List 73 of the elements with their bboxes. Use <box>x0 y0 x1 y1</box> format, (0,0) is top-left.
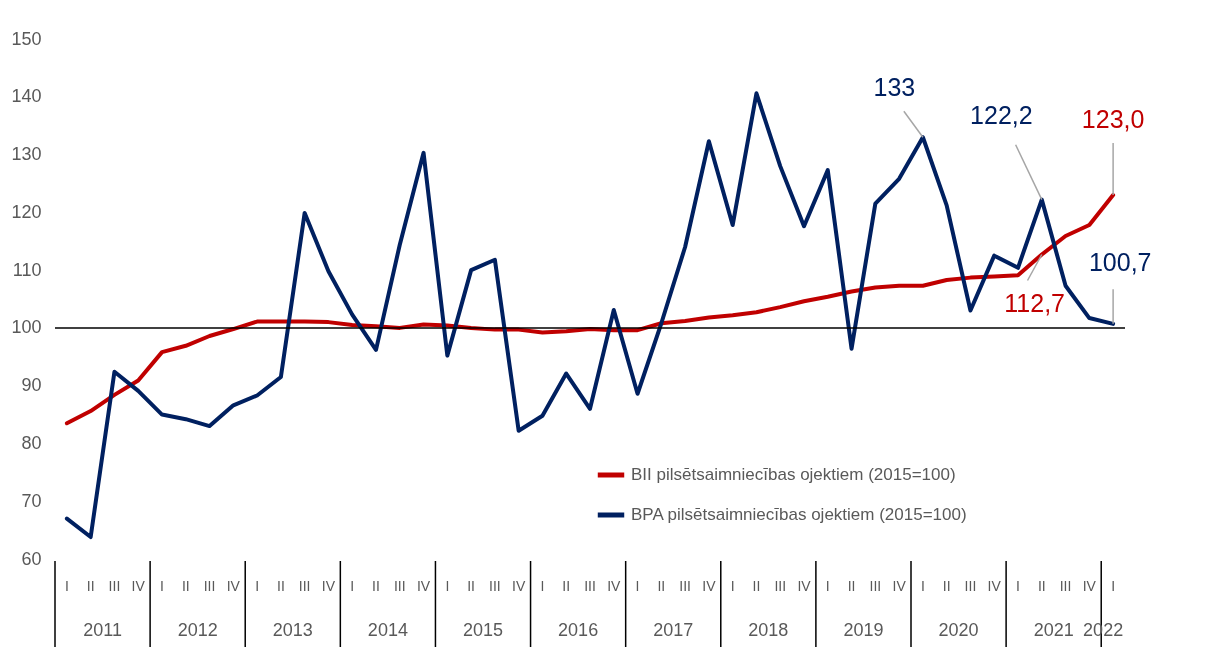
y-tick-label: 100 <box>11 317 42 338</box>
x-tick-label: I <box>1111 578 1116 594</box>
x-tick-label: I <box>255 578 260 594</box>
x-tick-label: II <box>86 578 95 594</box>
x-tick-label: III <box>108 578 121 594</box>
x-tick-label: II <box>1037 578 1046 594</box>
x-tick-label: IV <box>321 578 336 594</box>
text: 2016 <box>558 620 599 640</box>
text: 2021 <box>1033 620 1074 640</box>
x-tick-label: II <box>181 578 190 594</box>
x-tick-label: II <box>277 578 285 594</box>
x-tick-label: III <box>489 578 501 594</box>
x-tick-label: II <box>372 578 380 594</box>
x-tick-label: II <box>847 578 856 594</box>
x-tick-label: II <box>752 578 761 594</box>
x-tick-label: III <box>1059 578 1072 594</box>
x-tick-label: III <box>869 578 882 594</box>
y-tick-label: 60 <box>21 548 42 569</box>
x-tick-label: I <box>1016 578 1020 594</box>
x-tick-label: III <box>298 578 311 594</box>
y-tick-label: 140 <box>11 86 42 107</box>
y-tick-label: 150 <box>11 28 42 49</box>
y-tick-label: 90 <box>21 375 42 396</box>
x-tick-label: IV <box>1082 578 1097 594</box>
y-tick-label: 130 <box>11 144 42 165</box>
x-tick-label: I <box>64 578 69 594</box>
data-label: 100,7 <box>1088 248 1152 277</box>
text: 2019 <box>843 620 884 640</box>
data-label: 112,7 <box>1004 288 1065 317</box>
x-tick-label: II <box>467 578 475 594</box>
text: 2018 <box>748 620 789 640</box>
data-label: 123,0 <box>1081 104 1145 133</box>
y-tick-label: 70 <box>21 490 42 511</box>
x-tick-label: IV <box>797 578 812 594</box>
x-tick-label: I <box>160 578 164 594</box>
text: 2014 <box>367 620 408 640</box>
text: 2017 <box>653 620 694 640</box>
x-tick-label: IV <box>416 578 431 594</box>
text: 2015 <box>462 620 504 640</box>
text: 2011 <box>83 620 122 640</box>
x-tick-label: I <box>825 578 830 594</box>
y-tick-label: 110 <box>12 259 42 280</box>
text: 2013 <box>272 620 313 640</box>
x-tick-label: I <box>730 578 735 594</box>
x-tick-label: III <box>584 578 596 594</box>
text: 2012 <box>177 620 218 640</box>
x-tick-label: III <box>203 578 216 594</box>
y-tick-label: 80 <box>21 432 42 453</box>
x-tick-label: IV <box>607 578 622 594</box>
data-label: 122,2 <box>970 100 1033 129</box>
legend-label: BPA pilsētsaimniecības ojektiem (2015=100) <box>631 505 967 524</box>
x-tick-label: III <box>964 578 977 594</box>
x-tick-label: II <box>942 578 951 594</box>
x-tick-label: IV <box>512 578 526 594</box>
x-tick-label: IV <box>702 578 717 594</box>
x-tick-label: I <box>350 578 355 594</box>
x-tick-label: IV <box>987 578 1002 594</box>
x-tick-label: IV <box>131 578 146 594</box>
x-tick-label: I <box>540 578 545 594</box>
text: 2020 <box>938 620 979 640</box>
x-tick-label: I <box>635 578 640 594</box>
x-tick-label: IV <box>892 578 907 594</box>
x-tick-label: II <box>657 578 666 594</box>
legend-label: BII pilsētsaimniecības ojektiem (2015=100) <box>631 465 956 484</box>
x-tick-label: I <box>445 578 450 594</box>
x-tick-label: III <box>393 578 406 594</box>
data-label: 133 <box>873 72 916 101</box>
y-tick-label: 120 <box>11 201 42 222</box>
x-tick-label: IV <box>226 578 241 594</box>
x-tick-label: III <box>774 578 787 594</box>
x-tick-label: I <box>920 578 925 594</box>
x-tick-label: II <box>562 578 571 594</box>
x-tick-label: III <box>679 578 691 594</box>
